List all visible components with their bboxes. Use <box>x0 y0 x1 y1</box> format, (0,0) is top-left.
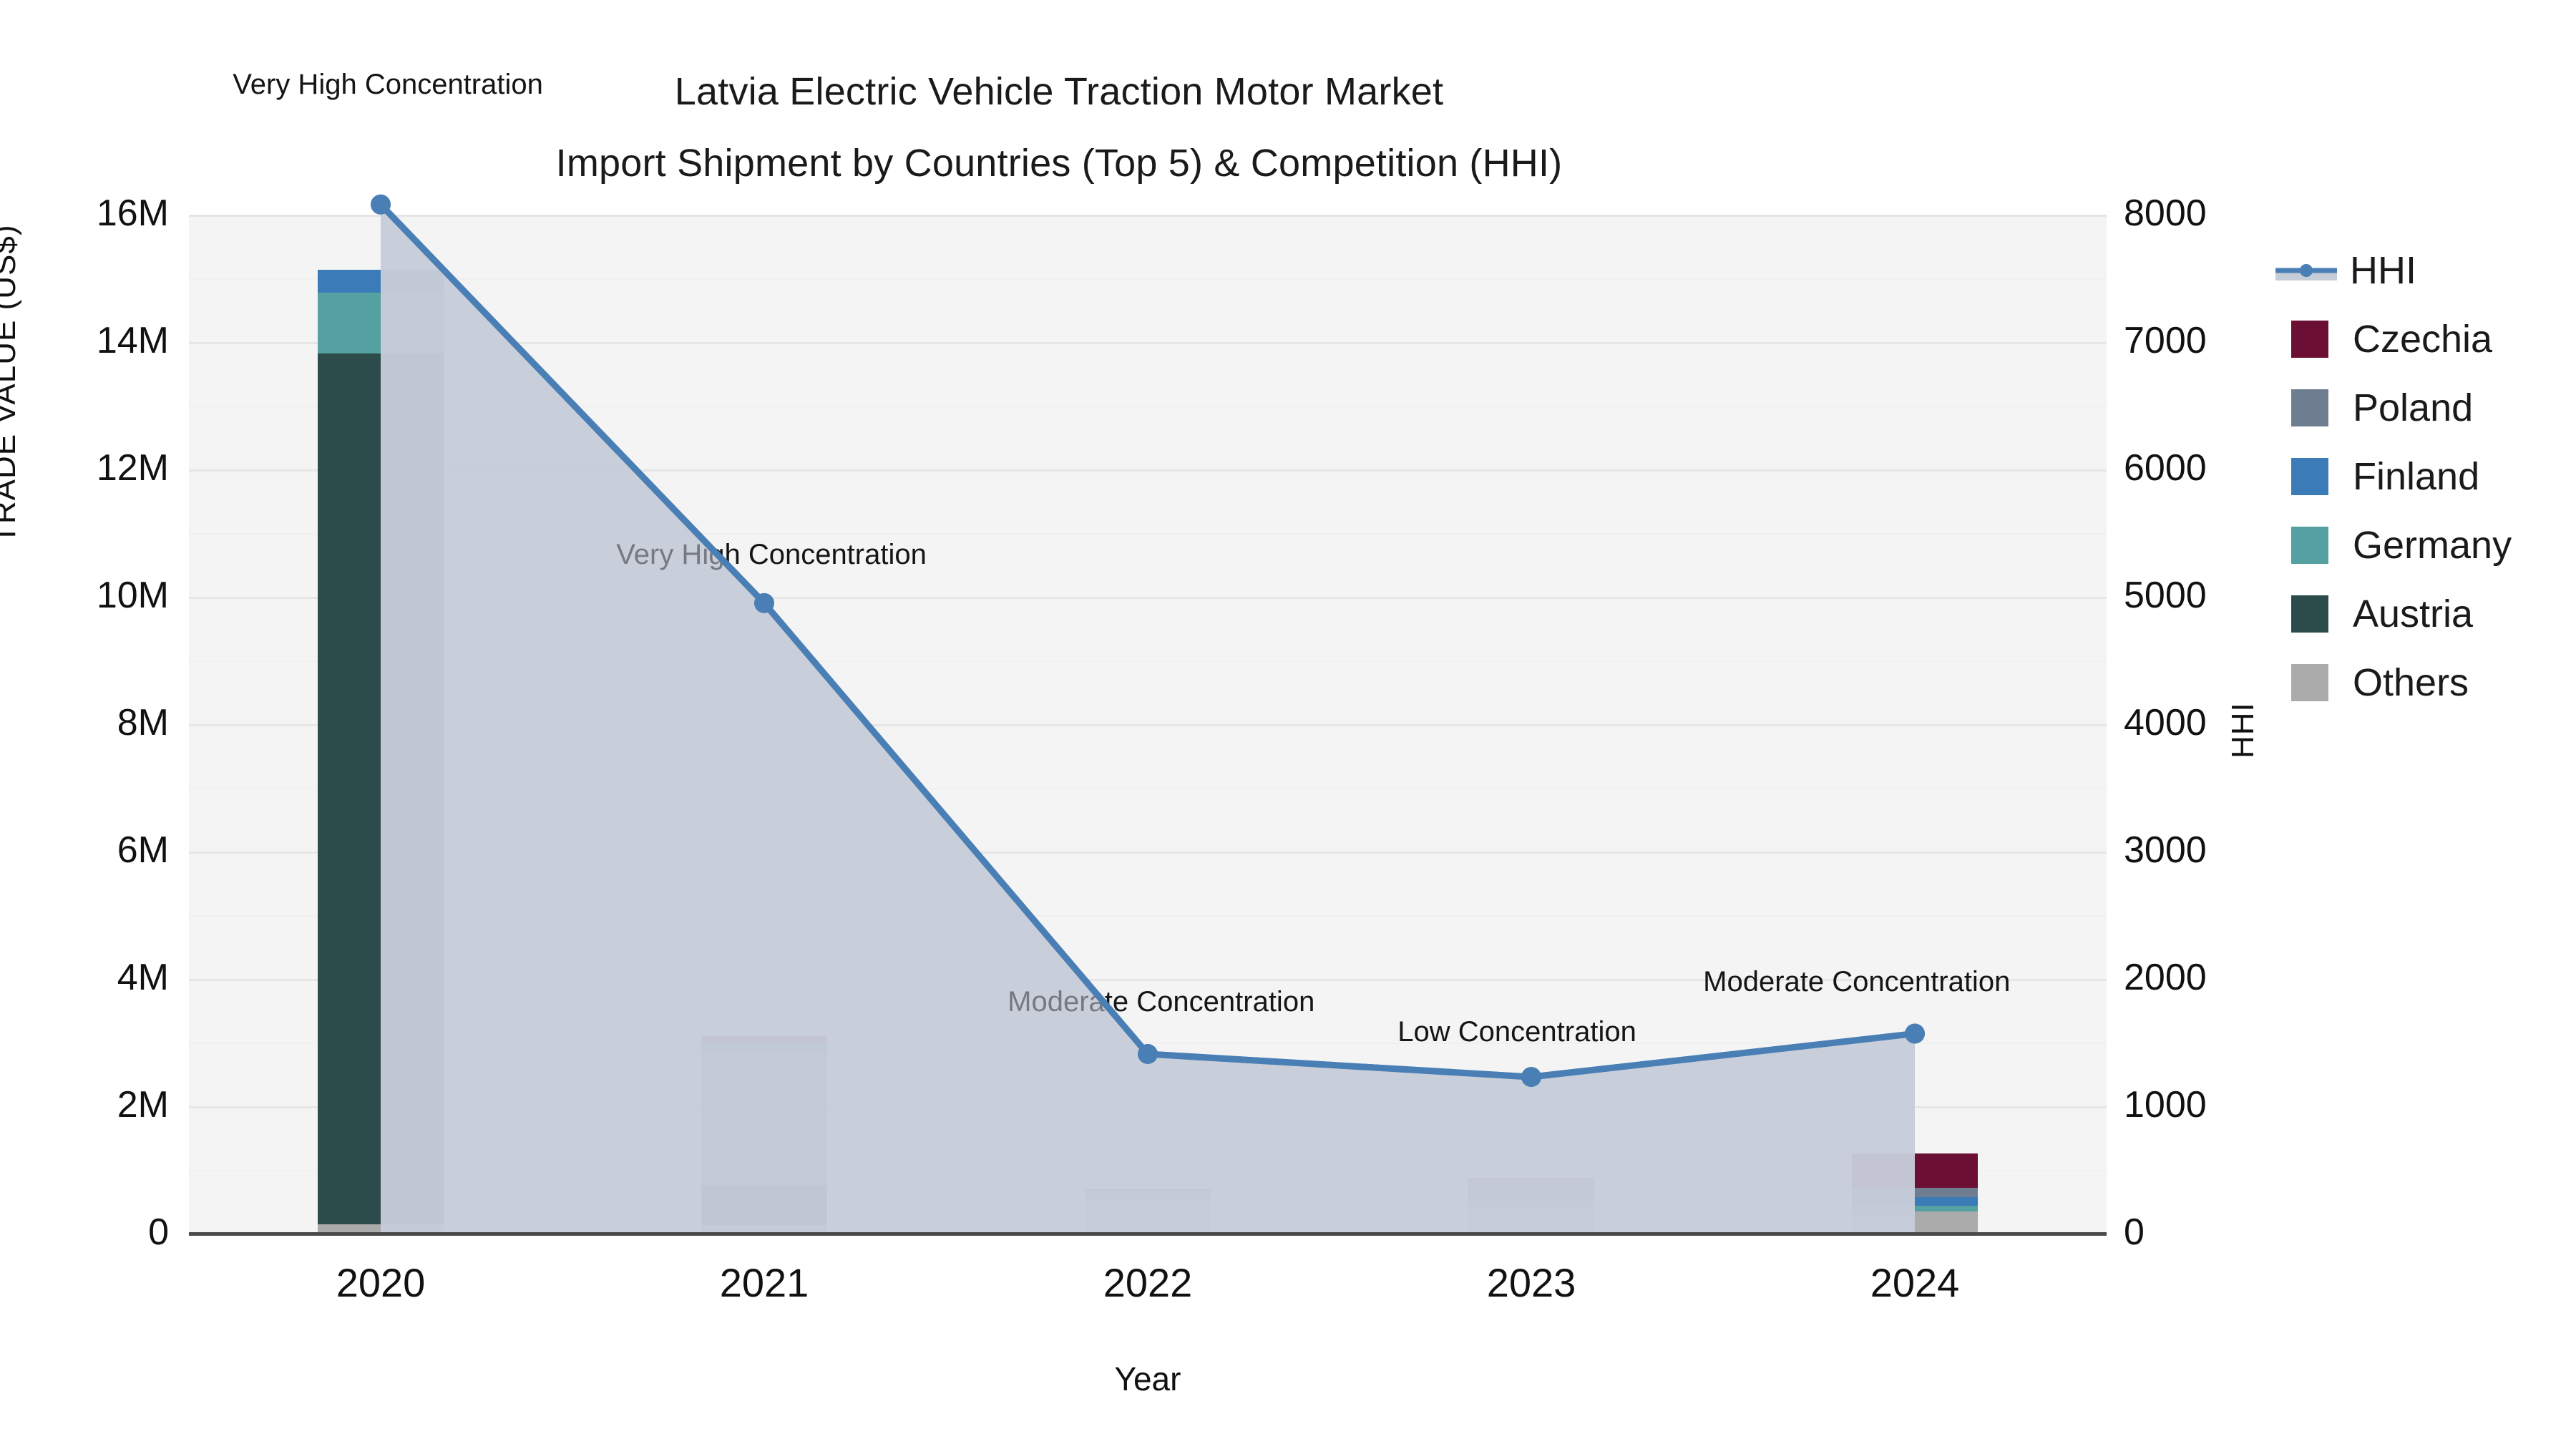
legend-swatch-czechia <box>2291 321 2328 358</box>
hhi-area-fill-overlay <box>381 204 1915 1234</box>
gridline <box>189 724 2107 726</box>
x-tick-2024: 2024 <box>1870 1260 1960 1305</box>
hhi-marker[interactable] <box>1905 1023 1925 1044</box>
y-tick-right: 1000 <box>2124 1084 2207 1126</box>
y-tick-left: 2M <box>117 1084 169 1126</box>
plot-area: Very High Concentration Very High Concent… <box>189 69 2107 1236</box>
legend-item-germany[interactable]: Germany <box>2275 511 2512 580</box>
gridline <box>189 852 2107 854</box>
legend-label: Others <box>2353 661 2469 704</box>
y-tick-left: 16M <box>96 192 169 234</box>
gridline <box>189 597 2107 599</box>
hhi-area-overlay-top <box>371 194 1925 1234</box>
legend-item-finland[interactable]: Finland <box>2275 442 2512 511</box>
y-tick-left: 4M <box>117 957 169 998</box>
legend-label: Czechia <box>2353 318 2493 361</box>
legend-swatch-poland <box>2291 389 2328 426</box>
legend: HHI Czechia Poland Finland Germany Austria Oth… <box>2275 236 2512 717</box>
y-axis-left-title: TRADE VALUE (US$) <box>0 224 22 545</box>
y-tick-right: 7000 <box>2124 320 2207 361</box>
annotation-2020: Very High Concentration <box>233 68 543 100</box>
gridline <box>189 979 2107 981</box>
chart-title-line-1: Latvia Electric Vehicle Traction Motor M… <box>674 70 1444 113</box>
y-axis-right-title: HHI <box>2225 702 2260 758</box>
y-tick-left: 6M <box>117 829 169 871</box>
legend-label: Poland <box>2353 386 2474 429</box>
legend-label: Finland <box>2353 455 2480 498</box>
legend-item-others[interactable]: Others <box>2275 648 2512 717</box>
gridline <box>189 660 2107 662</box>
y-tick-left: 10M <box>96 575 169 616</box>
x-tick-2023: 2023 <box>1486 1260 1576 1305</box>
chart-title: Latvia Electric Vehicle Traction Motor M… <box>0 56 2118 199</box>
x-tick-2021: 2021 <box>719 1260 809 1305</box>
gridline <box>189 469 2107 472</box>
gridline <box>189 915 2107 917</box>
y-tick-left: 12M <box>96 447 169 489</box>
legend-swatch-austria <box>2291 595 2328 633</box>
y-tick-right: 3000 <box>2124 829 2207 871</box>
legend-label: Germany <box>2353 524 2512 567</box>
x-tick-2020: 2020 <box>336 1260 426 1305</box>
gridline <box>189 533 2107 535</box>
y-tick-left: 8M <box>117 702 169 743</box>
hhi-marker[interactable] <box>1138 1044 1158 1064</box>
gridline <box>189 278 2107 280</box>
legend-item-poland[interactable]: Poland <box>2275 374 2512 442</box>
legend-item-czechia[interactable]: Czechia <box>2275 305 2512 374</box>
chart-title-line-2: Import Shipment by Countries (Top 5) & C… <box>555 142 1563 185</box>
hhi-marker[interactable] <box>371 194 391 215</box>
annotation-2023: Low Concentration <box>1397 1016 1636 1048</box>
gridline <box>189 342 2107 344</box>
legend-swatch-others <box>2291 664 2328 701</box>
legend-item-hhi[interactable]: HHI <box>2275 236 2512 305</box>
legend-label: HHI <box>2350 249 2416 292</box>
hhi-marker[interactable] <box>754 592 774 613</box>
x-axis-title: Year <box>1114 1360 1181 1397</box>
gridline <box>189 1043 2107 1044</box>
y-tick-right: 5000 <box>2124 575 2207 616</box>
legend-swatch-finland <box>2291 458 2328 495</box>
gridline <box>189 788 2107 789</box>
hhi-marker[interactable] <box>1521 1067 1541 1088</box>
annotation-2024: Moderate Concentration <box>1703 965 2011 997</box>
y-tick-left: 0 <box>148 1211 169 1253</box>
hhi-line-icon <box>2275 252 2337 289</box>
y-tick-right: 4000 <box>2124 702 2207 743</box>
y-tick-left: 14M <box>96 320 169 361</box>
x-axis-line <box>189 1232 2107 1236</box>
legend-swatch-germany <box>2291 527 2328 564</box>
legend-item-austria[interactable]: Austria <box>2275 580 2512 648</box>
x-tick-2022: 2022 <box>1103 1260 1193 1305</box>
gridline <box>189 215 2107 217</box>
gridline <box>189 406 2107 407</box>
y-tick-right: 0 <box>2124 1211 2145 1253</box>
y-tick-right: 8000 <box>2124 192 2207 234</box>
legend-label: Austria <box>2353 592 2474 635</box>
y-tick-right: 6000 <box>2124 447 2207 489</box>
y-tick-right: 2000 <box>2124 957 2207 998</box>
